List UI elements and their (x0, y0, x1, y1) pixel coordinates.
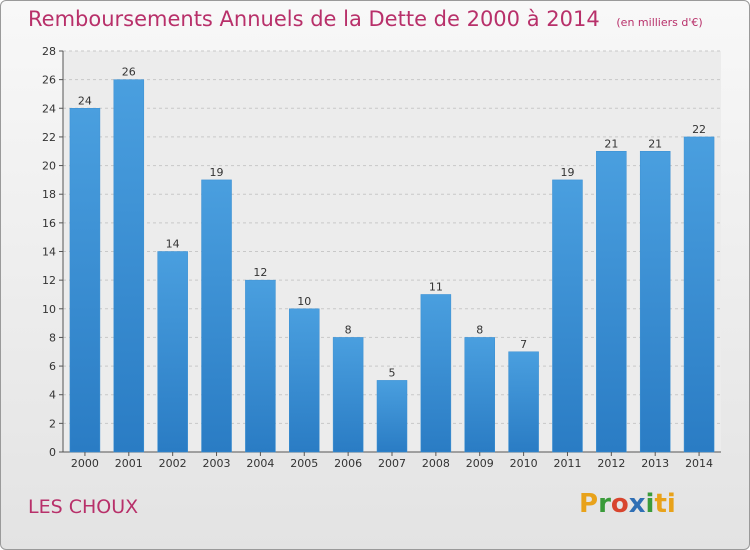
data-label: 10 (297, 295, 311, 308)
x-tick-label: 2008 (422, 457, 450, 470)
bar (332, 337, 364, 453)
x-tick-label: 2000 (71, 457, 99, 470)
bar (464, 337, 495, 453)
x-tick-label: 2004 (246, 457, 274, 470)
y-tick-label: 22 (42, 131, 56, 144)
chart-title: Remboursements Annuels de la Dette de 20… (28, 7, 703, 31)
data-label: 7 (520, 338, 527, 351)
bar (289, 308, 320, 453)
y-tick-label: 14 (42, 246, 56, 259)
bar (376, 380, 408, 453)
x-tick-label: 2005 (290, 457, 318, 470)
data-label: 12 (253, 266, 267, 279)
bar (113, 79, 145, 453)
x-tick-label: 2014 (685, 457, 713, 470)
x-tick-label: 2003 (203, 457, 231, 470)
data-label: 19 (210, 166, 224, 179)
y-tick-label: 0 (49, 446, 56, 459)
y-tick-label: 16 (42, 217, 56, 230)
proxiti-logo: Proxiti (579, 489, 676, 519)
y-tick-label: 20 (42, 160, 56, 173)
data-label: 24 (78, 94, 92, 107)
x-tick-label: 2013 (641, 457, 669, 470)
data-label: 26 (122, 66, 136, 79)
x-tick-label: 2012 (597, 457, 625, 470)
x-tick-label: 2001 (115, 457, 143, 470)
bar (552, 179, 583, 453)
commune-name: LES CHOUX (28, 496, 139, 518)
title-unit: (en milliers d'€) (616, 16, 703, 29)
bar (69, 108, 101, 453)
data-label: 19 (560, 166, 574, 179)
y-tick-label: 8 (49, 331, 56, 344)
data-label: 8 (345, 323, 352, 336)
y-tick-label: 10 (42, 303, 56, 316)
data-label: 21 (648, 137, 662, 150)
x-tick-label: 2006 (334, 457, 362, 470)
y-tick-label: 24 (42, 102, 56, 115)
y-tick-label: 28 (42, 45, 56, 58)
x-tick-label: 2011 (553, 457, 581, 470)
bar (639, 151, 671, 453)
x-tick-label: 2002 (159, 457, 187, 470)
bar (508, 351, 539, 453)
data-label: 5 (389, 366, 396, 379)
bar (596, 151, 627, 453)
y-tick-label: 6 (49, 360, 56, 373)
data-label: 11 (429, 280, 443, 293)
data-label: 14 (166, 238, 180, 251)
title-text: Remboursements Annuels de la Dette de 20… (28, 7, 600, 31)
x-tick-label: 2009 (466, 457, 494, 470)
data-label: 22 (692, 123, 706, 136)
y-tick-label: 26 (42, 74, 56, 87)
data-label: 21 (604, 137, 618, 150)
x-tick-label: 2007 (378, 457, 406, 470)
y-tick-label: 18 (42, 188, 56, 201)
x-tick-label: 2010 (510, 457, 538, 470)
bar (157, 251, 188, 453)
data-label: 8 (476, 323, 483, 336)
y-tick-label: 2 (49, 417, 56, 430)
bar (201, 179, 232, 453)
bar (420, 294, 452, 453)
bar (683, 136, 715, 453)
y-tick-label: 12 (42, 274, 56, 287)
bar (245, 279, 276, 453)
y-tick-label: 4 (49, 389, 56, 402)
